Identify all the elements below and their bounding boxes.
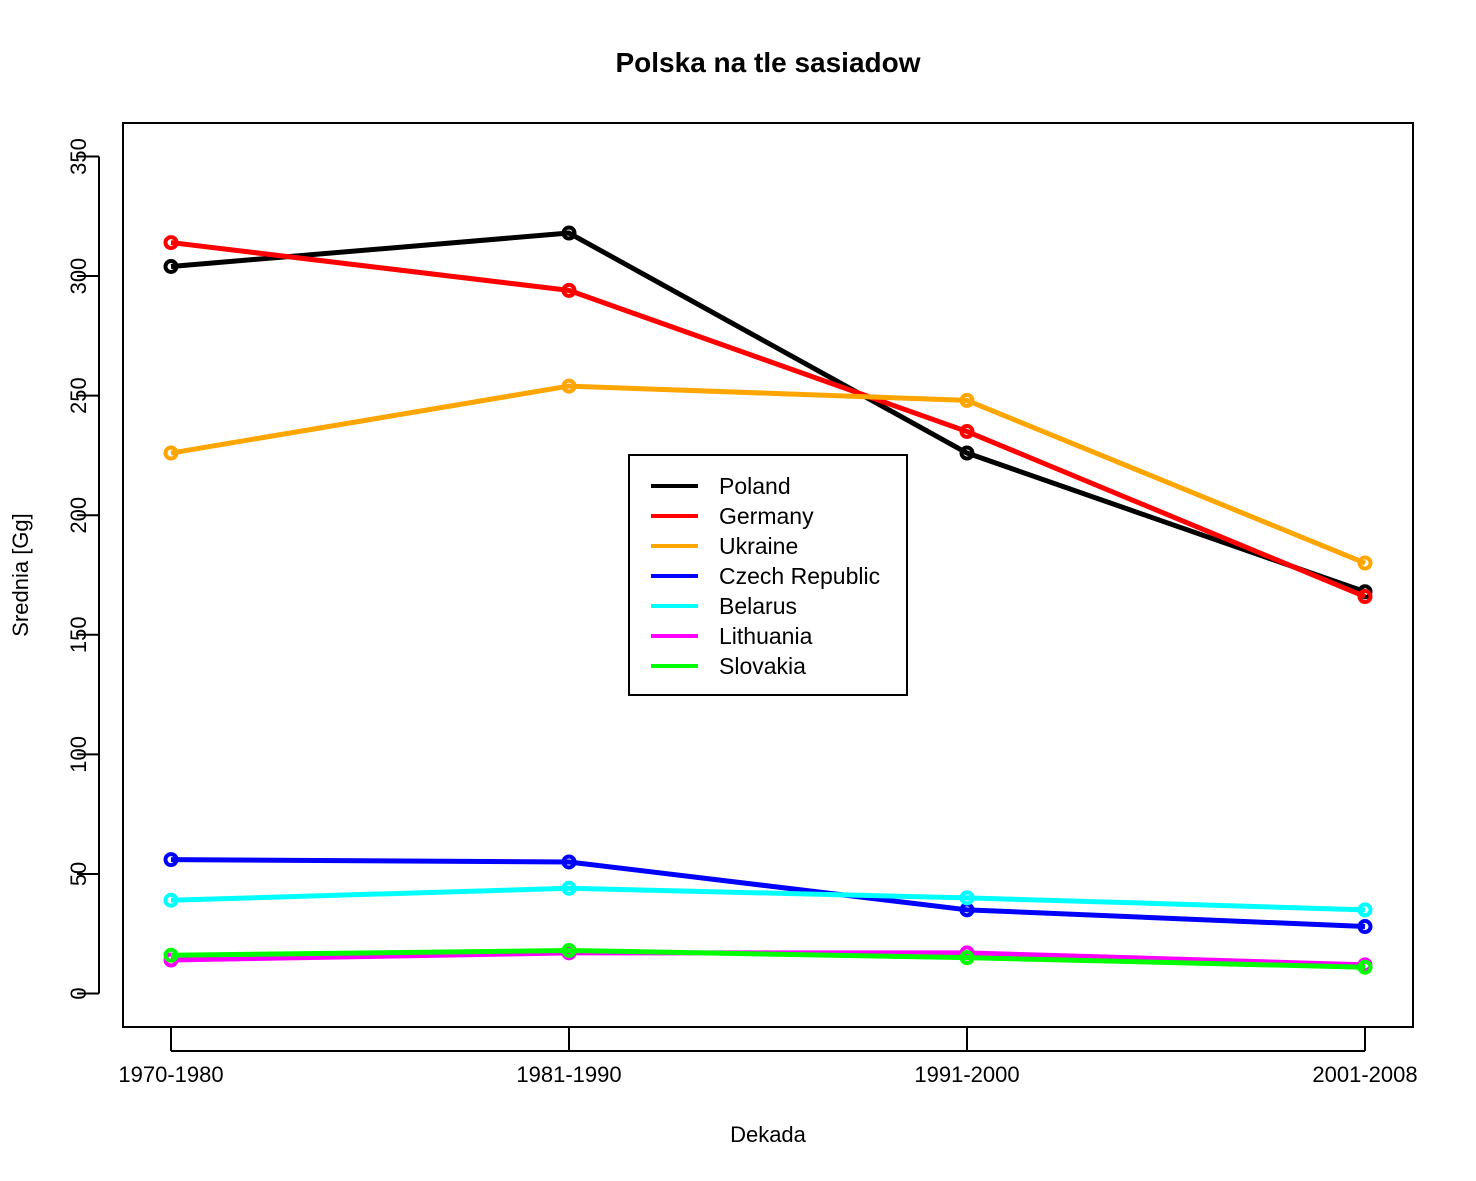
legend-label: Czech Republic bbox=[719, 563, 880, 589]
legend-label: Slovakia bbox=[719, 653, 806, 679]
series-slovakia bbox=[163, 942, 1373, 975]
legend-label: Germany bbox=[719, 503, 814, 529]
series-line-belarus bbox=[170, 885, 1366, 913]
series-belarus bbox=[163, 880, 1373, 918]
legend-label: Ukraine bbox=[719, 533, 798, 559]
series-germany bbox=[163, 235, 1373, 605]
x-axis-label: Dekada bbox=[730, 1122, 807, 1147]
y-tick-label: 200 bbox=[66, 497, 91, 534]
data-point-ukraine bbox=[163, 445, 179, 461]
legend-item-lithuania: Lithuania bbox=[651, 623, 813, 649]
legend-item-germany: Germany bbox=[651, 503, 814, 529]
series-line-slovakia bbox=[170, 947, 1366, 970]
series-line-germany bbox=[170, 240, 1366, 599]
data-point-poland bbox=[163, 258, 179, 274]
data-point-belarus bbox=[959, 890, 975, 906]
series-line-poland bbox=[170, 230, 1366, 595]
legend-label: Poland bbox=[719, 473, 791, 499]
y-axis: 0 50 100 150 200 250 300 350 bbox=[66, 138, 100, 1000]
legend: Poland Germany Ukraine Czech Republic Belaru… bbox=[628, 454, 908, 696]
data-point-germany bbox=[561, 282, 577, 298]
series-line-czech-republic bbox=[170, 857, 1366, 930]
legend-item-czech-republic: Czech Republic bbox=[651, 563, 880, 589]
data-point-belarus bbox=[1357, 902, 1373, 918]
chart-title: Polska na tle sasiadow bbox=[615, 47, 920, 78]
x-axis: 1970-1980 1981-1990 1991-2000 2001-2008 bbox=[118, 1028, 1418, 1087]
plot-frame bbox=[122, 122, 1414, 1028]
data-point-slovakia bbox=[959, 950, 975, 966]
y-axis-label: Srednia [Gg] bbox=[8, 513, 33, 637]
data-point-slovakia bbox=[561, 942, 577, 958]
y-tick-label: 50 bbox=[66, 862, 91, 886]
series-poland bbox=[163, 225, 1373, 600]
data-point-ukraine bbox=[959, 392, 975, 408]
x-tick-label: 2001-2008 bbox=[1312, 1062, 1417, 1087]
series-ukraine bbox=[163, 378, 1373, 571]
y-tick-label: 350 bbox=[66, 138, 91, 175]
data-point-belarus bbox=[561, 880, 577, 896]
x-tick-label: 1991-2000 bbox=[914, 1062, 1019, 1087]
legend-item-belarus: Belarus bbox=[651, 593, 797, 619]
series-layer bbox=[163, 225, 1373, 975]
data-point-slovakia bbox=[163, 947, 179, 963]
data-point-germany bbox=[959, 424, 975, 440]
data-point-poland bbox=[561, 225, 577, 241]
data-point-belarus bbox=[163, 892, 179, 908]
data-point-czech-republic bbox=[1357, 919, 1373, 935]
y-tick-label: 0 bbox=[66, 987, 91, 999]
legend-label: Lithuania bbox=[719, 623, 813, 649]
y-tick-label: 250 bbox=[66, 377, 91, 414]
data-point-slovakia bbox=[1357, 959, 1373, 975]
data-point-germany bbox=[1357, 589, 1373, 605]
data-point-germany bbox=[163, 235, 179, 251]
y-tick-label: 150 bbox=[66, 616, 91, 653]
data-point-ukraine bbox=[1357, 555, 1373, 571]
y-tick-label: 100 bbox=[66, 736, 91, 773]
data-point-ukraine bbox=[561, 378, 577, 394]
legend-item-poland: Poland bbox=[651, 473, 791, 499]
y-tick-label: 300 bbox=[66, 258, 91, 295]
legend-item-ukraine: Ukraine bbox=[651, 533, 798, 559]
data-point-czech-republic bbox=[561, 854, 577, 870]
data-point-czech-republic bbox=[163, 852, 179, 868]
series-line-ukraine bbox=[170, 383, 1366, 566]
x-tick-label: 1970-1980 bbox=[118, 1062, 223, 1087]
legend-item-slovakia: Slovakia bbox=[651, 653, 806, 679]
legend-label: Belarus bbox=[719, 593, 797, 619]
x-tick-label: 1981-1990 bbox=[516, 1062, 621, 1087]
data-point-poland bbox=[959, 445, 975, 461]
